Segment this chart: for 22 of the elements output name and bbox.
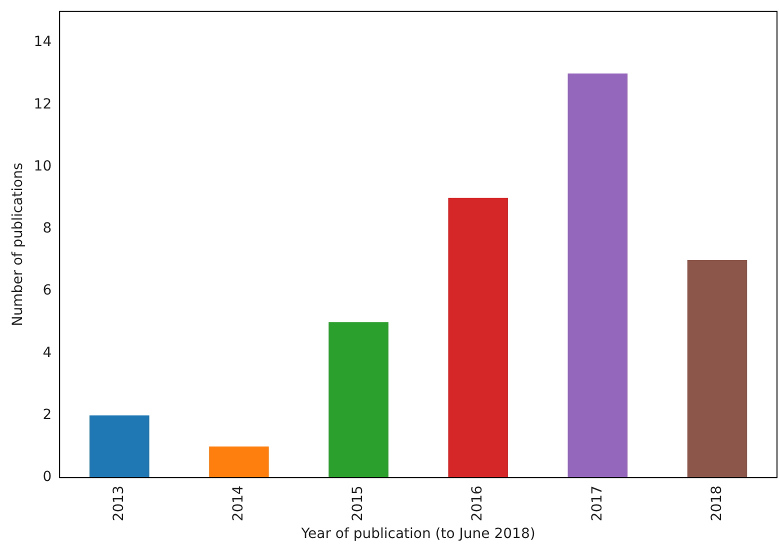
x-tick-label: 2016 — [470, 485, 486, 522]
y-tick-label: 4 — [42, 344, 52, 361]
y-tick-label: 14 — [34, 34, 52, 50]
bar — [328, 322, 388, 478]
y-tick-label: 12 — [34, 96, 52, 112]
y-tick-label: 10 — [34, 158, 52, 174]
bar — [687, 260, 748, 478]
x-tick-label: 2018 — [708, 486, 725, 522]
bar — [90, 415, 150, 478]
y-tick-label: 2 — [42, 407, 52, 424]
x-tick-label: 2014 — [230, 485, 247, 522]
x-axis-title: Year of publication (to June 2018) — [300, 526, 536, 542]
bar — [209, 446, 269, 478]
y-tick-label: 6 — [42, 282, 52, 299]
x-tick-label: 2017 — [589, 486, 606, 522]
x-tick-label: 2015 — [350, 486, 366, 522]
y-tick-label: 8 — [42, 220, 52, 237]
bar — [448, 198, 508, 478]
bar — [568, 74, 628, 478]
y-axis-title: Number of publications — [10, 162, 26, 326]
x-tick-label: 2013 — [111, 486, 128, 522]
y-tick-label: 0 — [42, 469, 52, 486]
